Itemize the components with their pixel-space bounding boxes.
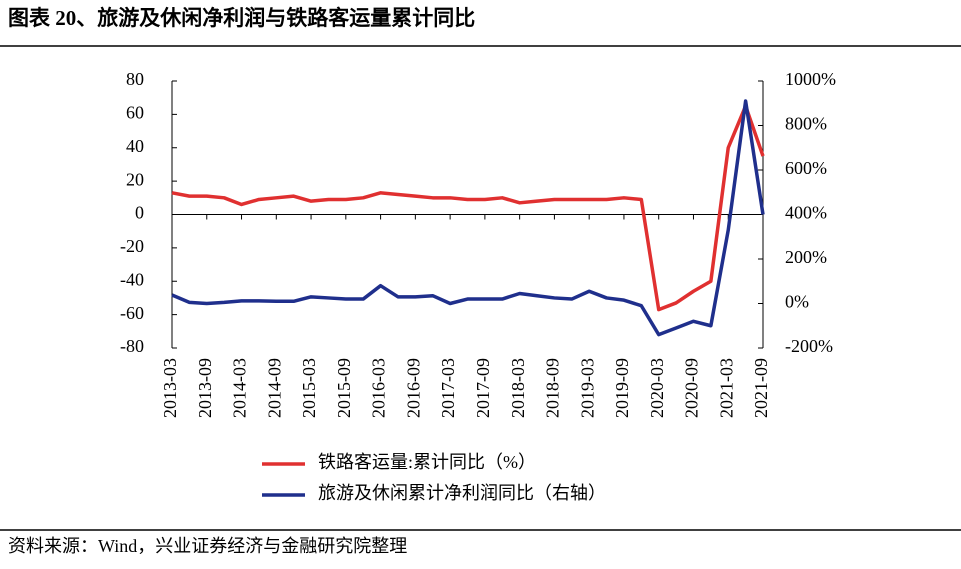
y-tick-label: 0 (135, 203, 144, 223)
x-tick-label: 2018-03 (508, 358, 528, 418)
x-tick-label: 2013-09 (195, 358, 215, 418)
x-tick-label: 2020-03 (647, 358, 667, 418)
y-tick-label: -40 (120, 269, 144, 289)
x-tick-label: 2019-03 (577, 358, 597, 418)
y-tick-label: 60 (126, 103, 144, 123)
x-tick-label: 2015-03 (299, 358, 319, 418)
x-tick-label: 2018-09 (543, 358, 563, 418)
y-tick-label: -80 (120, 336, 144, 356)
y2-tick-label: 1000% (785, 69, 836, 89)
y-tick-label: 40 (126, 136, 144, 156)
source-note: 资料来源：Wind，兴业证券经济与金融研究院整理 (8, 536, 407, 556)
chart-title: 图表 20、旅游及休闲净利润与铁路客运量累计同比 (8, 6, 475, 30)
x-tick-label: 2017-03 (438, 358, 458, 418)
x-tick-label: 2017-09 (473, 358, 493, 418)
y-tick-label: 80 (126, 69, 144, 89)
y2-tick-label: -200% (785, 336, 833, 356)
y-tick-label: -60 (120, 303, 144, 323)
x-tick-label: 2019-09 (612, 358, 632, 418)
y2-tick-label: 400% (785, 203, 827, 223)
y2-tick-label: 600% (785, 158, 827, 178)
y2-tick-label: 200% (785, 247, 827, 267)
series-line (171, 104, 765, 312)
x-tick-label: 2021-03 (716, 358, 736, 418)
x-tick-label: 2020-09 (682, 358, 702, 418)
x-tick-label: 2021-09 (751, 358, 771, 418)
x-tick-label: 2016-03 (369, 358, 389, 418)
x-tick-label: 2015-09 (334, 358, 354, 418)
y2-tick-label: 800% (785, 114, 827, 134)
series-line (171, 99, 765, 337)
x-tick-label: 2014-09 (264, 358, 284, 418)
x-tick-label: 2013-03 (160, 358, 180, 418)
legend-label: 旅游及休闲累计净利润同比（右轴） (318, 483, 606, 503)
y-tick-label: -20 (120, 236, 144, 256)
x-tick-label: 2014-03 (230, 358, 250, 418)
x-tick-label: 2016-09 (403, 358, 423, 418)
y2-tick-label: 0% (785, 292, 809, 312)
legend-label: 铁路客运量:累计同比（%） (318, 452, 536, 472)
y-tick-label: 20 (126, 169, 144, 189)
